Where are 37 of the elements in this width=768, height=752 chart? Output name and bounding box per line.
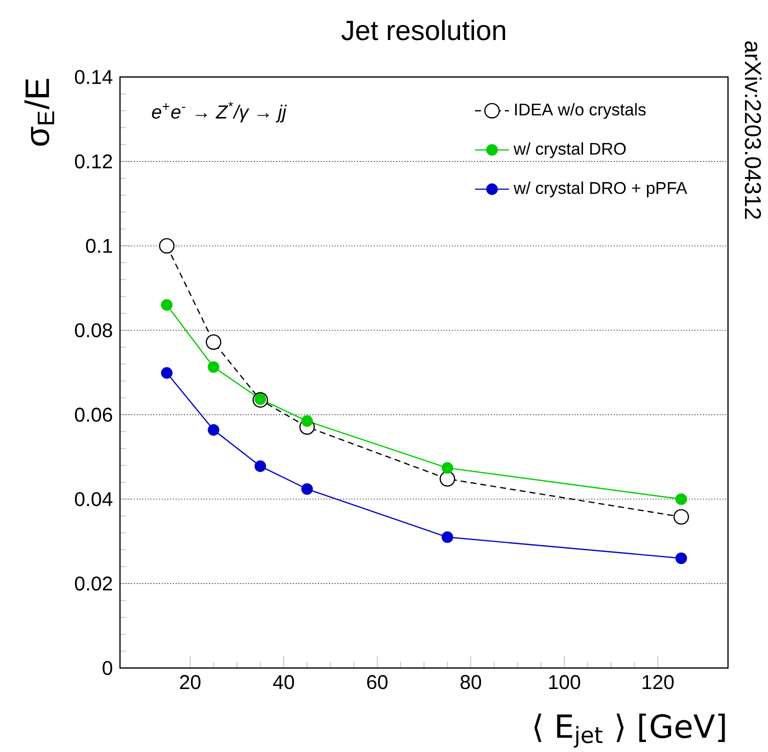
y-tick-label: 0.04 — [74, 492, 112, 506]
point — [675, 493, 688, 505]
point — [442, 462, 454, 474]
point — [673, 509, 690, 525]
x-axis-title: ⟨ E$_{jet}$ ⟩ [GeV] — [534, 714, 725, 748]
text: arXiv:2203.04312 — [744, 41, 762, 219]
point — [160, 299, 173, 311]
x-tick-label: 40 — [273, 675, 294, 690]
y-tick-label: 0.08 — [74, 323, 112, 338]
legend-label: w/ crystal DRO — [514, 142, 626, 158]
y-tick-label: 0.06 — [74, 408, 112, 422]
point — [206, 334, 222, 350]
point — [301, 415, 313, 427]
point — [160, 367, 173, 379]
point — [675, 552, 688, 564]
point — [442, 531, 454, 543]
y-tick-label: 0.1 — [86, 238, 112, 253]
chart-title: Jet resolution — [341, 20, 506, 40]
legend-label: IDEA w/o crystals — [515, 103, 646, 119]
x-tick-label: 80 — [460, 675, 482, 690]
legend-label: w/ crystal DRO + pPFA — [514, 182, 688, 198]
point — [301, 483, 313, 495]
point — [208, 424, 220, 436]
y-axis-title: σ$_{E}$/E — [24, 78, 54, 146]
x-tick-label: 120 — [642, 675, 674, 690]
annotation: e$^{+}$e$^{-}$ → Z$^{*}$/γ → jj — [152, 102, 287, 122]
point — [208, 361, 220, 373]
x-tick-label: 20 — [180, 675, 200, 690]
y-tick-label: 0.02 — [74, 576, 112, 591]
y-tick-label: 0 — [102, 660, 112, 676]
point — [158, 238, 175, 254]
point — [254, 460, 266, 472]
point — [440, 471, 456, 487]
x-tick-label: 60 — [367, 675, 388, 690]
y-tick-label: 0.14 — [74, 70, 112, 84]
x-tick-label: 100 — [549, 675, 580, 690]
y-tick-label: 0.12 — [74, 154, 112, 168]
